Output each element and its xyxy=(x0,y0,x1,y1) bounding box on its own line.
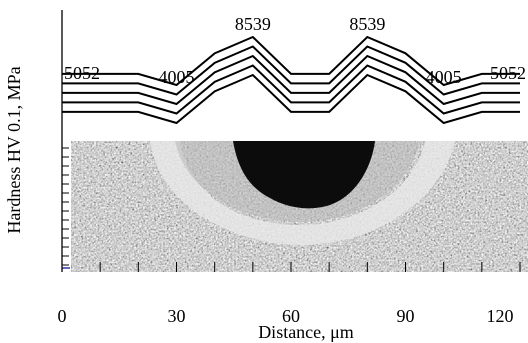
x-ticks xyxy=(61,262,521,272)
micrograph-image xyxy=(71,141,528,272)
data-label: 4005 xyxy=(426,67,462,87)
x-axis-label: Distance, μm xyxy=(258,322,354,342)
data-label: 8539 xyxy=(349,14,385,34)
hardness-profile-line xyxy=(62,64,520,115)
x-tick-label: 30 xyxy=(168,306,186,326)
x-tick-label: 90 xyxy=(397,306,415,326)
y-ticks xyxy=(62,147,69,266)
x-tick-label: 120 xyxy=(487,306,514,326)
x-tick-label: 0 xyxy=(58,306,67,326)
hardness-profile-line xyxy=(62,45,520,96)
hardness-profile-line xyxy=(62,35,520,87)
data-label: 8539 xyxy=(235,14,271,34)
x-tick-labels: 0 30 60 90 120 xyxy=(58,306,514,326)
hardness-profile-lines xyxy=(62,35,520,125)
x-tick-label: 60 xyxy=(282,306,300,326)
data-label: 5052 xyxy=(64,63,100,83)
data-label: 4005 xyxy=(159,67,195,87)
data-labels: 5052 4005 8539 8539 4005 5052 xyxy=(64,14,526,87)
y-axis-label: Hardness HV 0.1, MPa xyxy=(4,66,24,233)
hardness-profile-line xyxy=(62,54,520,106)
data-label: 5052 xyxy=(490,63,526,83)
hardness-profile-line xyxy=(62,73,520,125)
